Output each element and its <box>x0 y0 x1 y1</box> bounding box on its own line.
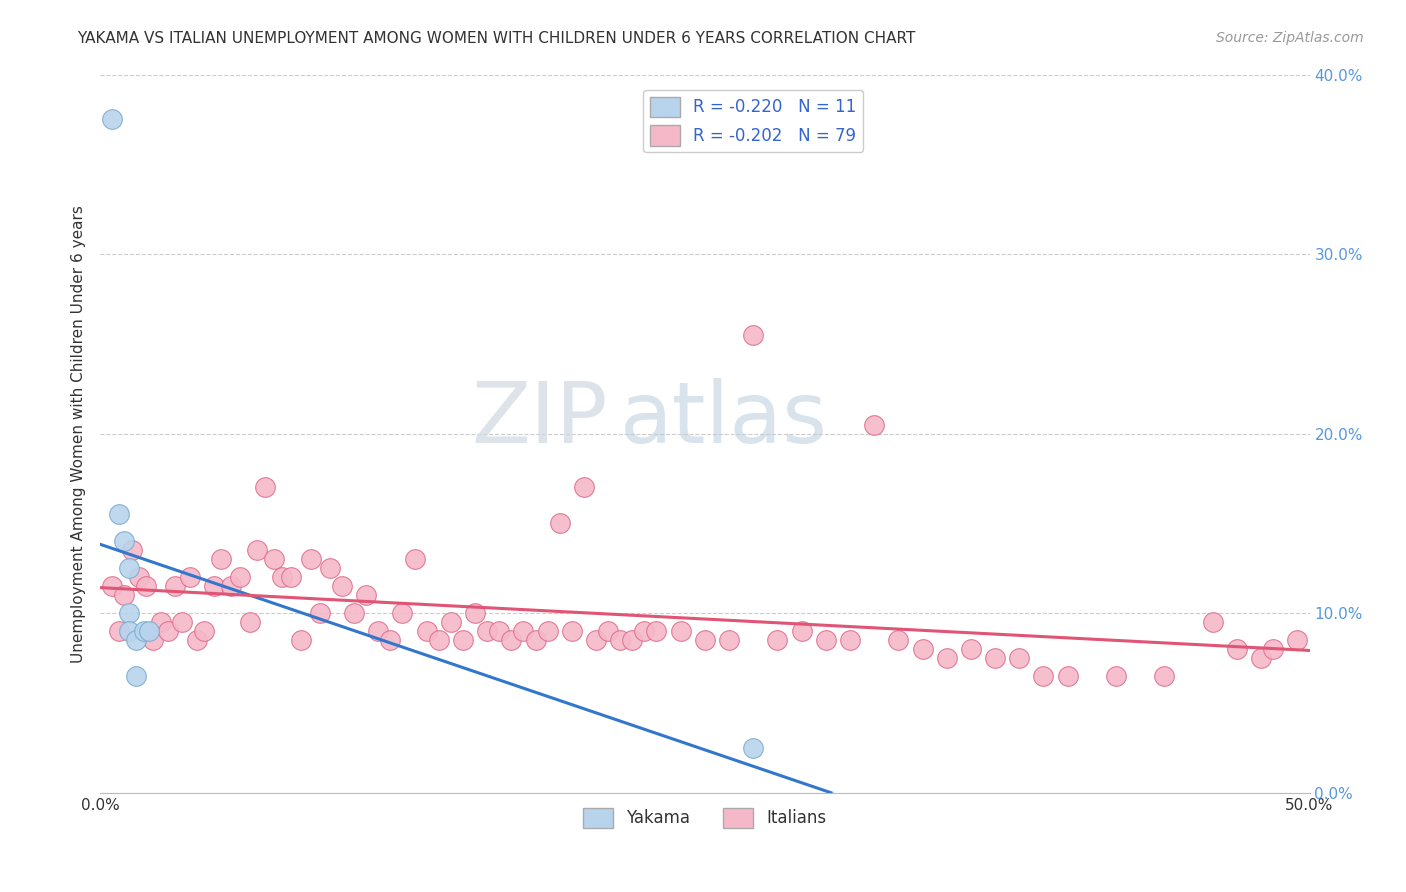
Point <box>121 543 143 558</box>
Point <box>138 624 160 638</box>
Point <box>960 642 983 657</box>
Text: YAKAMA VS ITALIAN UNEMPLOYMENT AMONG WOMEN WITH CHILDREN UNDER 6 YEARS CORRELATI: YAKAMA VS ITALIAN UNEMPLOYMENT AMONG WOM… <box>77 31 915 46</box>
Point <box>229 570 252 584</box>
Point <box>380 633 402 648</box>
Text: atlas: atlas <box>620 377 828 461</box>
Point <box>1105 669 1128 683</box>
Point <box>330 579 353 593</box>
Point <box>319 561 342 575</box>
Point <box>1226 642 1249 657</box>
Point <box>1153 669 1175 683</box>
Point <box>524 633 547 648</box>
Point <box>179 570 201 584</box>
Point <box>219 579 242 593</box>
Point <box>156 624 179 638</box>
Point <box>585 633 607 648</box>
Point <box>128 570 150 584</box>
Point <box>239 615 262 629</box>
Text: ZIP: ZIP <box>471 377 607 461</box>
Point <box>165 579 187 593</box>
Point <box>108 508 131 522</box>
Point <box>596 624 619 638</box>
Point <box>270 570 292 584</box>
Point <box>512 624 534 638</box>
Point <box>984 651 1007 665</box>
Point <box>186 633 208 648</box>
Point <box>118 561 141 575</box>
Point <box>391 606 413 620</box>
Y-axis label: Unemployment Among Women with Children Under 6 years: Unemployment Among Women with Children U… <box>72 204 86 663</box>
Point <box>246 543 269 558</box>
Point <box>125 669 148 683</box>
Point <box>427 633 450 648</box>
Point <box>290 633 312 648</box>
Point <box>536 624 558 638</box>
Point <box>125 633 148 648</box>
Point <box>1202 615 1225 629</box>
Point <box>742 740 765 755</box>
Point <box>280 570 302 584</box>
Point <box>112 534 135 549</box>
Point <box>172 615 194 629</box>
Point <box>108 624 131 638</box>
Point <box>253 480 276 494</box>
Point <box>488 624 510 638</box>
Point <box>790 624 813 638</box>
Point <box>814 633 837 648</box>
Point <box>766 633 789 648</box>
Point <box>132 624 155 638</box>
Point <box>475 624 498 638</box>
Point <box>135 579 157 593</box>
Point <box>309 606 332 620</box>
Point <box>839 633 862 648</box>
Point <box>572 480 595 494</box>
Point <box>1032 669 1054 683</box>
Point <box>149 615 172 629</box>
Point <box>1250 651 1272 665</box>
Text: Source: ZipAtlas.com: Source: ZipAtlas.com <box>1216 31 1364 45</box>
Point <box>1056 669 1078 683</box>
Point <box>202 579 225 593</box>
Point <box>343 606 366 620</box>
Point <box>118 624 141 638</box>
Point <box>404 552 426 566</box>
Point <box>118 606 141 620</box>
Point <box>1263 642 1285 657</box>
Point <box>112 588 135 602</box>
Point <box>935 651 957 665</box>
Point <box>693 633 716 648</box>
Point <box>415 624 437 638</box>
Point <box>451 633 474 648</box>
Point <box>101 112 124 127</box>
Point <box>911 642 934 657</box>
Legend: Yakama, Italians: Yakama, Italians <box>576 801 834 835</box>
Point <box>367 624 389 638</box>
Point <box>440 615 463 629</box>
Point <box>742 327 765 342</box>
Point <box>633 624 655 638</box>
Point <box>1008 651 1031 665</box>
Point <box>354 588 377 602</box>
Point <box>464 606 486 620</box>
Point <box>863 417 886 432</box>
Point <box>142 633 165 648</box>
Point <box>887 633 910 648</box>
Point <box>669 624 692 638</box>
Point <box>548 516 571 531</box>
Point <box>263 552 285 566</box>
Point <box>609 633 631 648</box>
Point <box>209 552 232 566</box>
Point <box>1286 633 1309 648</box>
Point <box>299 552 322 566</box>
Point <box>718 633 741 648</box>
Point <box>501 633 523 648</box>
Point <box>621 633 644 648</box>
Point <box>561 624 583 638</box>
Point <box>101 579 124 593</box>
Point <box>193 624 215 638</box>
Point <box>645 624 668 638</box>
